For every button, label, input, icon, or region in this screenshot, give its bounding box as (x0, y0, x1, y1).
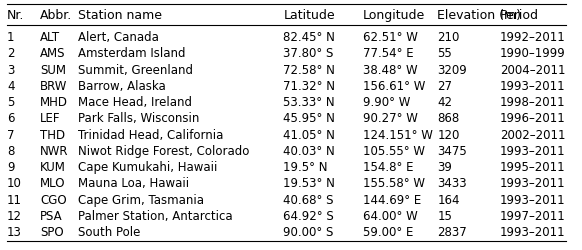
Text: 120: 120 (437, 128, 460, 141)
Text: 3475: 3475 (437, 144, 467, 157)
Text: Trinidad Head, California: Trinidad Head, California (79, 128, 223, 141)
Text: 1998–2011: 1998–2011 (500, 96, 566, 109)
Text: 868: 868 (437, 112, 460, 125)
Text: 156.61° W: 156.61° W (363, 80, 425, 92)
Text: 1995–2011: 1995–2011 (500, 160, 566, 173)
Text: ALT: ALT (40, 31, 61, 44)
Text: Elevation (m): Elevation (m) (437, 9, 521, 22)
Text: Mauna Loa, Hawaii: Mauna Loa, Hawaii (79, 177, 190, 190)
Text: 90.27° W: 90.27° W (363, 112, 418, 125)
Text: Nr.: Nr. (7, 9, 24, 22)
Text: 2004–2011: 2004–2011 (500, 64, 566, 76)
Text: BRW: BRW (40, 80, 68, 92)
Text: 15: 15 (437, 209, 452, 222)
Text: LEF: LEF (40, 112, 61, 125)
Text: MHD: MHD (40, 96, 68, 109)
Text: 13: 13 (7, 225, 22, 238)
Text: 19.53° N: 19.53° N (283, 177, 335, 190)
Text: Palmer Station, Antarctica: Palmer Station, Antarctica (79, 209, 233, 222)
Text: Mace Head, Ireland: Mace Head, Ireland (79, 96, 192, 109)
Text: SPO: SPO (40, 225, 64, 238)
Text: 62.51° W: 62.51° W (363, 31, 418, 44)
Text: 155.58° W: 155.58° W (363, 177, 425, 190)
Text: 9.90° W: 9.90° W (363, 96, 411, 109)
Text: Period: Period (500, 9, 539, 22)
Text: 5: 5 (7, 96, 15, 109)
Text: Barrow, Alaska: Barrow, Alaska (79, 80, 166, 92)
Text: 164: 164 (437, 193, 460, 206)
Text: 8: 8 (7, 144, 15, 157)
Text: 1997–2011: 1997–2011 (500, 209, 566, 222)
Text: 154.8° E: 154.8° E (363, 160, 414, 173)
Text: 42: 42 (437, 96, 452, 109)
Text: 1992–2011: 1992–2011 (500, 31, 566, 44)
Text: 11: 11 (7, 193, 22, 206)
Text: Amsterdam Island: Amsterdam Island (79, 47, 186, 60)
Text: 3209: 3209 (437, 64, 467, 76)
Text: 1: 1 (7, 31, 15, 44)
Text: 37.80° S: 37.80° S (283, 47, 334, 60)
Text: 1993–2011: 1993–2011 (500, 193, 566, 206)
Text: 105.55° W: 105.55° W (363, 144, 425, 157)
Text: Niwot Ridge Forest, Colorado: Niwot Ridge Forest, Colorado (79, 144, 250, 157)
Text: 4: 4 (7, 80, 15, 92)
Text: Station name: Station name (79, 9, 162, 22)
Text: 64.00° W: 64.00° W (363, 209, 418, 222)
Text: 41.05° N: 41.05° N (283, 128, 335, 141)
Text: 45.95° N: 45.95° N (283, 112, 335, 125)
Text: CGO: CGO (40, 193, 67, 206)
Text: 3: 3 (7, 64, 15, 76)
Text: 64.92° S: 64.92° S (283, 209, 334, 222)
Text: 124.151° W: 124.151° W (363, 128, 433, 141)
Text: 40.03° N: 40.03° N (283, 144, 335, 157)
Text: AMS: AMS (40, 47, 66, 60)
Text: 210: 210 (437, 31, 460, 44)
Text: 7: 7 (7, 128, 15, 141)
Text: 38.48° W: 38.48° W (363, 64, 418, 76)
Text: 2002–2011: 2002–2011 (500, 128, 566, 141)
Text: 144.69° E: 144.69° E (363, 193, 421, 206)
Text: 1993–2011: 1993–2011 (500, 80, 566, 92)
Text: Cape Kumukahi, Hawaii: Cape Kumukahi, Hawaii (79, 160, 218, 173)
Text: 59.00° E: 59.00° E (363, 225, 414, 238)
Text: 2837: 2837 (437, 225, 467, 238)
Text: 1990–1999: 1990–1999 (500, 47, 566, 60)
Text: THD: THD (40, 128, 65, 141)
Text: Cape Grim, Tasmania: Cape Grim, Tasmania (79, 193, 204, 206)
Text: 77.54° E: 77.54° E (363, 47, 414, 60)
Text: 6: 6 (7, 112, 15, 125)
Text: 90.00° S: 90.00° S (283, 225, 334, 238)
Text: 72.58° N: 72.58° N (283, 64, 335, 76)
Text: 3433: 3433 (437, 177, 467, 190)
Text: PSA: PSA (40, 209, 63, 222)
Text: 9: 9 (7, 160, 15, 173)
Text: 82.45° N: 82.45° N (283, 31, 335, 44)
Text: NWR: NWR (40, 144, 69, 157)
Text: Latitude: Latitude (283, 9, 335, 22)
Text: SUM: SUM (40, 64, 66, 76)
Text: Park Falls, Wisconsin: Park Falls, Wisconsin (79, 112, 200, 125)
Text: 39: 39 (437, 160, 452, 173)
Text: 1993–2011: 1993–2011 (500, 225, 566, 238)
Text: 10: 10 (7, 177, 22, 190)
Text: 19.5° N: 19.5° N (283, 160, 328, 173)
Text: 27: 27 (437, 80, 452, 92)
Text: South Pole: South Pole (79, 225, 141, 238)
Text: Summit, Greenland: Summit, Greenland (79, 64, 193, 76)
Text: 12: 12 (7, 209, 22, 222)
Text: 2: 2 (7, 47, 15, 60)
Text: Alert, Canada: Alert, Canada (79, 31, 159, 44)
Text: Abbr.: Abbr. (40, 9, 72, 22)
Text: 1996–2011: 1996–2011 (500, 112, 566, 125)
Text: 71.32° N: 71.32° N (283, 80, 335, 92)
Text: 55: 55 (437, 47, 452, 60)
Text: Longitude: Longitude (363, 9, 425, 22)
Text: 40.68° S: 40.68° S (283, 193, 334, 206)
Text: KUM: KUM (40, 160, 66, 173)
Text: 1993–2011: 1993–2011 (500, 177, 566, 190)
Text: MLO: MLO (40, 177, 66, 190)
Text: 1993–2011: 1993–2011 (500, 144, 566, 157)
Text: 53.33° N: 53.33° N (283, 96, 335, 109)
